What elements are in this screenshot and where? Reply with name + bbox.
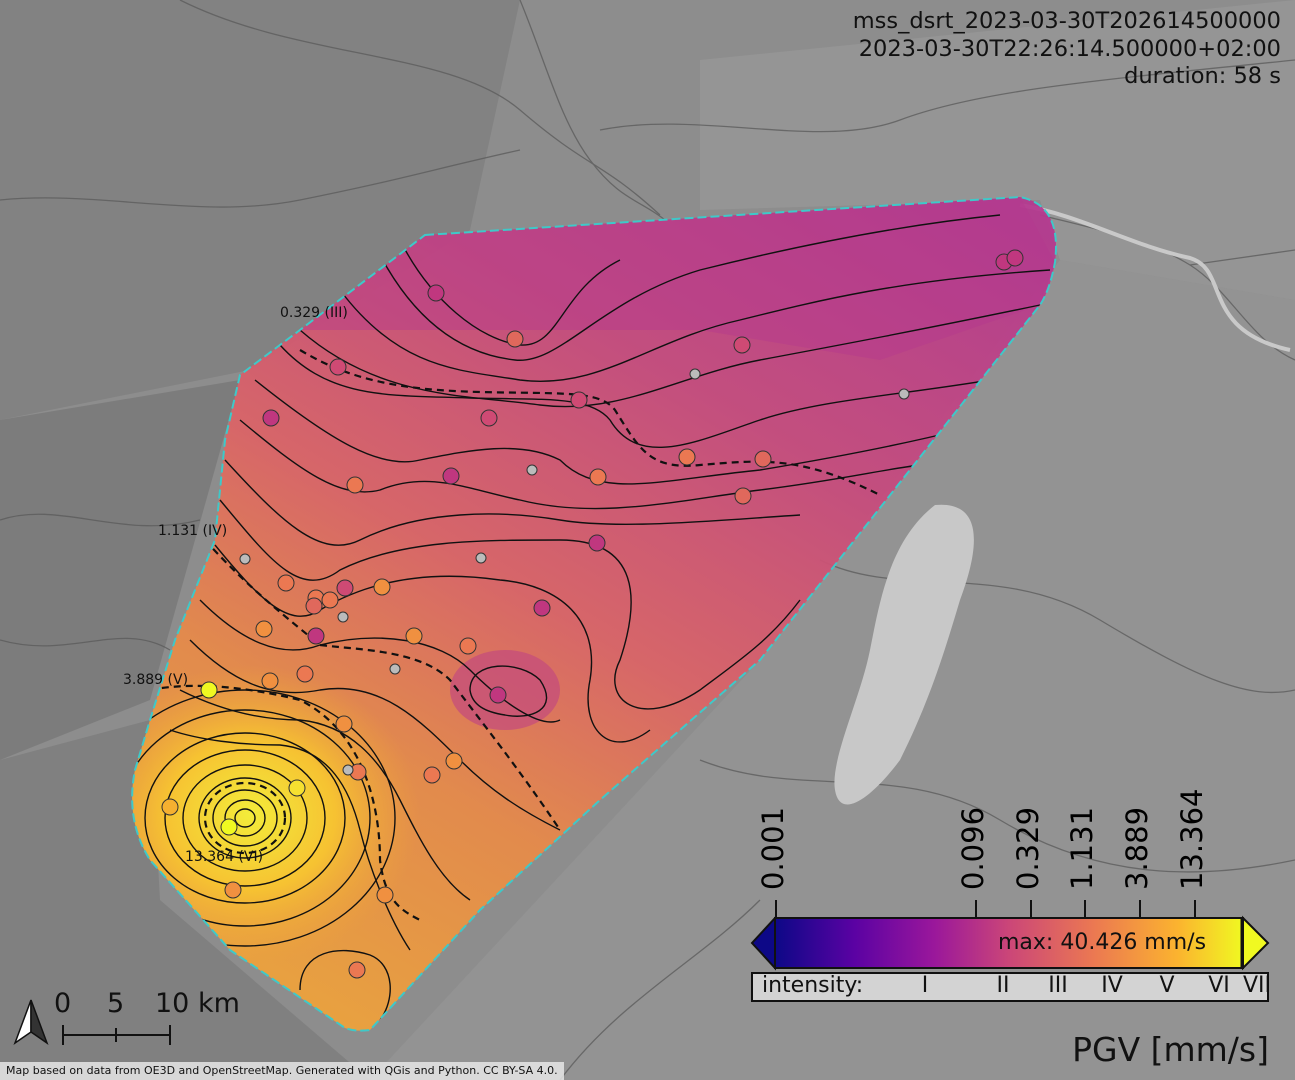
station-marker xyxy=(335,715,353,733)
station-marker xyxy=(442,467,460,485)
station-marker xyxy=(336,579,354,597)
colorbar-tick-label: 1.131 xyxy=(1065,806,1099,890)
hill-shade xyxy=(0,720,370,1080)
river-danube xyxy=(1019,203,1291,352)
colorbar-tick-label: 13.364 xyxy=(1175,788,1209,890)
station-marker xyxy=(423,766,441,784)
station-markers xyxy=(161,249,1024,979)
intensity-bar xyxy=(751,972,1269,1002)
colorbar-tick-label: 3.889 xyxy=(1120,806,1154,890)
station-marker-inactive xyxy=(475,552,487,564)
intensity-class: I xyxy=(921,973,929,998)
contour-label: 0.329 (III) xyxy=(280,305,348,321)
station-marker xyxy=(262,409,280,427)
station-marker xyxy=(533,599,551,617)
station-marker-inactive xyxy=(526,464,538,476)
colorbar xyxy=(750,900,1270,971)
station-marker xyxy=(589,468,607,486)
station-marker xyxy=(255,620,273,638)
colorbar-min-arrow xyxy=(750,915,776,971)
colorbar-max-label: max: 40.426 mm/s xyxy=(998,930,1207,955)
station-marker-inactive xyxy=(239,553,251,565)
intensity-class: II xyxy=(996,973,1010,998)
event-timestamp: 2023-03-30T22:26:14.500000+02:00 xyxy=(858,36,1281,62)
station-marker xyxy=(307,627,325,645)
station-marker xyxy=(161,798,179,816)
scale-label: 5 xyxy=(107,988,125,1019)
station-marker xyxy=(296,665,314,683)
station-marker xyxy=(376,886,394,904)
station-marker xyxy=(305,597,323,615)
station-marker xyxy=(427,284,445,302)
scale-label: 0 xyxy=(54,988,72,1019)
station-marker xyxy=(733,336,751,354)
colorbar-unit-label: PGV [mm/s] xyxy=(1072,1030,1269,1069)
hill-shade xyxy=(0,380,240,760)
intensity-class: VII xyxy=(1243,973,1269,998)
station-marker xyxy=(220,818,238,836)
station-marker xyxy=(480,409,498,427)
colorbar-tick-label: 0.329 xyxy=(1011,806,1045,890)
station-marker xyxy=(734,487,752,505)
station-marker xyxy=(445,752,463,770)
contour-label: 1.131 (IV) xyxy=(158,523,228,539)
station-marker xyxy=(277,574,295,592)
station-marker xyxy=(506,330,524,348)
intensity-class: V xyxy=(1159,973,1175,998)
station-marker xyxy=(348,961,366,979)
station-marker xyxy=(224,881,242,899)
plain-area xyxy=(370,260,1295,1080)
station-marker xyxy=(754,450,772,468)
station-marker xyxy=(288,779,306,797)
station-marker xyxy=(489,686,507,704)
station-marker-inactive xyxy=(389,663,401,675)
colorbar-tick-label: 0.001 xyxy=(756,806,790,890)
station-marker xyxy=(588,534,606,552)
station-marker-inactive xyxy=(689,368,701,380)
station-marker xyxy=(405,627,423,645)
station-marker xyxy=(329,358,347,376)
event-duration: duration: 58 s xyxy=(1124,63,1281,89)
scale-label: 10 km xyxy=(155,988,240,1019)
station-marker xyxy=(459,637,477,655)
intensity-class: III xyxy=(1048,973,1068,998)
station-marker xyxy=(373,578,391,596)
map-credit: Map based on data from OE3D and OpenStre… xyxy=(0,1062,564,1080)
station-marker xyxy=(200,681,218,699)
colorbar-tick-label: 0.096 xyxy=(956,806,990,890)
station-marker xyxy=(321,591,339,609)
station-marker-inactive xyxy=(342,764,354,776)
lake-neusiedl xyxy=(834,504,974,805)
colorbar-gradient xyxy=(774,917,1244,969)
scale-bar xyxy=(62,1025,171,1045)
station-marker xyxy=(346,476,364,494)
station-marker xyxy=(261,672,279,690)
contour-label: 3.889 (V) xyxy=(123,672,189,688)
station-marker-inactive xyxy=(337,611,349,623)
north-arrow-icon xyxy=(13,999,49,1045)
hill-shade xyxy=(0,0,520,420)
event-id: mss_dsrt_2023-03-30T202614500000 xyxy=(852,8,1281,34)
region-outline xyxy=(131,195,1057,1032)
colorbar-ticks xyxy=(775,900,1196,918)
intensity-class: IV xyxy=(1101,973,1123,998)
station-marker xyxy=(570,391,588,409)
contour-label: 13.364 (VI) xyxy=(185,849,264,865)
station-marker xyxy=(678,448,696,466)
intensity-class: VI xyxy=(1208,973,1230,998)
intensity-label: intensity: xyxy=(762,973,864,998)
station-marker-inactive xyxy=(898,388,910,400)
station-marker xyxy=(1006,249,1024,267)
